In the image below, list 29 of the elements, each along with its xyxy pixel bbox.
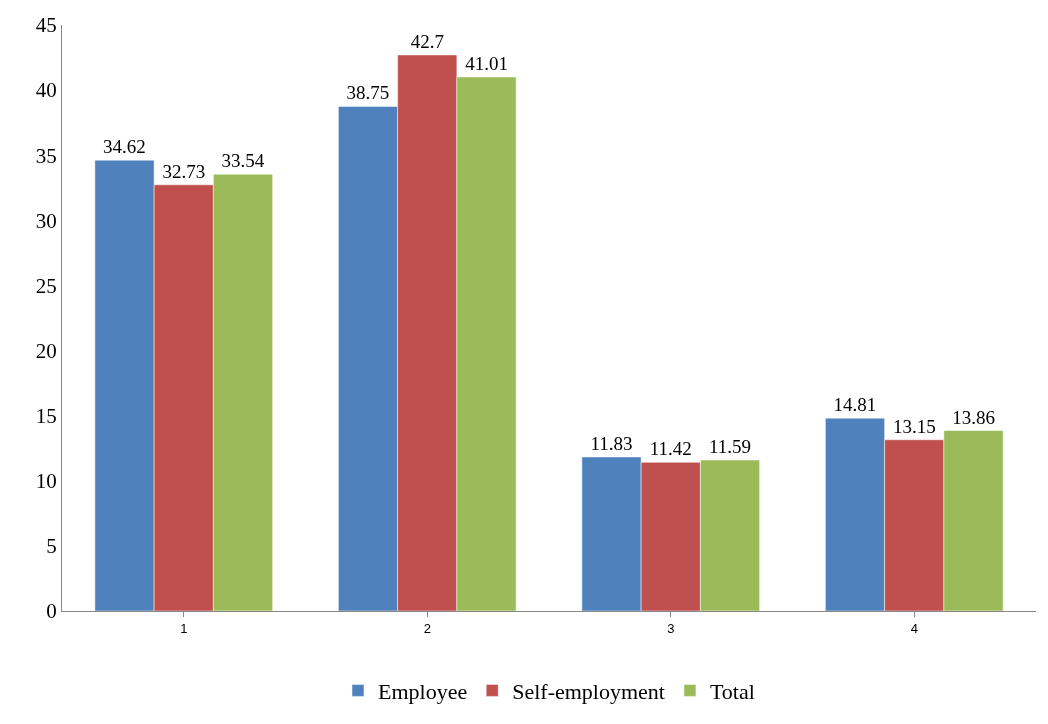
data-label: 34.62 — [103, 136, 146, 158]
legend-label: Employee — [378, 678, 468, 704]
y-tick-label: 0 — [46, 599, 57, 624]
legend-label: Self-employment — [512, 678, 665, 704]
x-tick-label: 3 — [667, 620, 675, 636]
x-tick-label: 4 — [910, 620, 918, 636]
y-tick-label: 30 — [35, 208, 57, 233]
data-label: 11.83 — [590, 432, 633, 454]
x-tick-label: 1 — [180, 620, 188, 636]
y-tick-label: 15 — [35, 404, 57, 429]
data-label: 13.86 — [952, 406, 995, 428]
data-label: 32.73 — [162, 160, 206, 182]
data-label: 11.42 — [649, 438, 692, 460]
data-label: 42.7 — [410, 30, 444, 52]
y-tick-label: 20 — [35, 338, 57, 363]
y-tick-label: 5 — [46, 534, 57, 559]
data-label: 41.01 — [465, 52, 508, 74]
x-tick-label: 2 — [423, 620, 431, 636]
y-tick-label: 10 — [35, 469, 57, 494]
data-label: 14.81 — [833, 394, 877, 416]
y-tick-label: 25 — [35, 273, 57, 298]
y-tick-label: 35 — [35, 143, 57, 168]
y-tick-label: 45 — [35, 13, 57, 38]
data-label: 38.75 — [346, 82, 390, 104]
y-tick-label: 40 — [35, 78, 57, 103]
data-label: 33.54 — [221, 150, 265, 172]
data-label: 13.15 — [892, 415, 936, 437]
data-label: 11.59 — [708, 436, 752, 458]
legend-label: Total — [709, 678, 755, 704]
